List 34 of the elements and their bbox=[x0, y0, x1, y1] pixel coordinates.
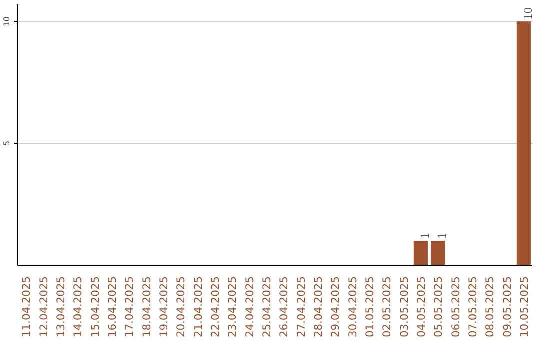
x-tick-label: 05.05.2025 bbox=[432, 276, 446, 338]
x-tick-label: 03.05.2025 bbox=[398, 276, 411, 338]
x-tick-label: 07.05.2025 bbox=[466, 276, 480, 338]
x-tick-label: 30.04.2025 bbox=[346, 276, 360, 338]
x-tick-label: 27.04.2025 bbox=[294, 276, 308, 338]
x-tick-label: 26.04.2025 bbox=[278, 276, 291, 338]
x-tick-label: 09.05.2025 bbox=[500, 276, 514, 338]
x-tick-label: 08.05.2025 bbox=[484, 276, 497, 338]
x-tick-label: 10.05.2025 bbox=[518, 276, 531, 338]
x-tick-label: 06.05.2025 bbox=[449, 276, 462, 338]
x-tick-label: 01.05.2025 bbox=[363, 276, 376, 338]
data-label: 1 bbox=[435, 233, 450, 240]
x-tick-label: 18.04.2025 bbox=[140, 276, 154, 338]
x-tick-label: 25.04.2025 bbox=[260, 276, 274, 338]
x-tick-label: 04.05.2025 bbox=[414, 276, 428, 338]
x-tick-label: 16.04.2025 bbox=[106, 276, 119, 338]
x-tick-label: 11.04.2025 bbox=[20, 276, 34, 338]
x-tick-label: 22.04.2025 bbox=[208, 276, 222, 338]
x-tick-label: 29.04.2025 bbox=[329, 276, 342, 338]
x-tick-label: 14.04.2025 bbox=[72, 276, 85, 338]
x-tick-label: 28.04.2025 bbox=[312, 276, 325, 338]
x-tick-label: 23.04.2025 bbox=[226, 276, 240, 338]
data-label: 1 bbox=[418, 233, 432, 240]
x-tick-label: 15.04.2025 bbox=[88, 276, 102, 338]
x-tick-label: 19.04.2025 bbox=[157, 276, 170, 338]
x-tick-label: 17.04.2025 bbox=[123, 276, 136, 338]
data-label: 10 bbox=[520, 8, 535, 20]
x-tick-label: 13.04.2025 bbox=[54, 276, 68, 338]
y-tick-label: 5 bbox=[2, 140, 12, 146]
x-tick-label: 21.04.2025 bbox=[192, 276, 205, 338]
x-tick-label: 20.04.2025 bbox=[174, 276, 188, 338]
x-tick-label: 02.05.2025 bbox=[380, 276, 394, 338]
x-tick-label: 12.04.2025 bbox=[37, 276, 50, 338]
x-tick-label: 24.04.2025 bbox=[243, 276, 256, 338]
